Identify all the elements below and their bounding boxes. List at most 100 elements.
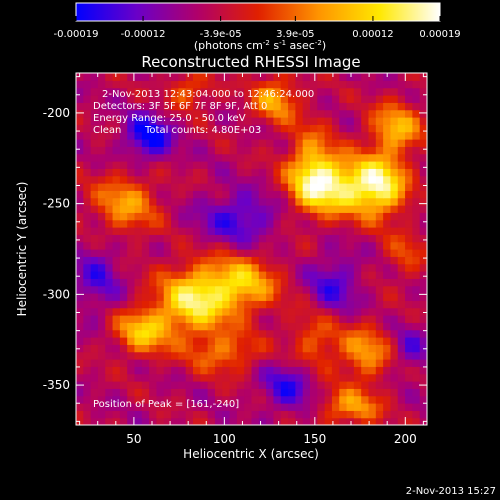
- heatmap-cell: [353, 410, 362, 419]
- heatmap-cell: [339, 256, 348, 265]
- heatmap-cell: [331, 410, 340, 419]
- heatmap-cell: [76, 109, 84, 118]
- heatmap-cell: [90, 293, 99, 301]
- heatmap-cell: [412, 168, 421, 177]
- heatmap-cell: [280, 417, 289, 425]
- heatmap-cell: [295, 205, 304, 213]
- heatmap-cell: [353, 73, 362, 81]
- heatmap-cell: [368, 410, 377, 419]
- heatmap-cell: [383, 403, 392, 411]
- heatmap-cell: [112, 241, 121, 250]
- heatmap-cell: [222, 293, 231, 301]
- heatmap-cell: [163, 263, 172, 272]
- heatmap-cell: [419, 278, 427, 287]
- heatmap-cell: [339, 366, 348, 375]
- heatmap-cell: [397, 271, 406, 279]
- heatmap-cell: [149, 249, 158, 257]
- heatmap-cell: [83, 337, 92, 345]
- heatmap-cell: [412, 161, 421, 169]
- heatmap-cell: [178, 300, 187, 309]
- heatmap-cell: [302, 183, 311, 191]
- heatmap-cell: [76, 337, 84, 345]
- heatmap-cell: [76, 285, 84, 294]
- heatmap-cell: [353, 146, 362, 155]
- heatmap-cell: [412, 263, 421, 272]
- heatmap-cell: [339, 285, 348, 294]
- heatmap-cell: [229, 241, 238, 250]
- heatmap-cell: [200, 410, 209, 419]
- heatmap-cell: [397, 87, 406, 96]
- heatmap-cell: [412, 139, 421, 147]
- heatmap-cell: [236, 271, 245, 279]
- heatmap-cell: [229, 300, 238, 309]
- heatmap-cell: [156, 300, 165, 309]
- heatmap-cell: [331, 117, 340, 125]
- heatmap-cell: [405, 388, 413, 397]
- heatmap-cell: [222, 146, 231, 155]
- heatmap-cell: [273, 315, 282, 323]
- heatmap-cell: [331, 263, 340, 272]
- heatmap-cell: [419, 117, 427, 125]
- heatmap-cell: [141, 300, 150, 309]
- heatmap-cell: [390, 410, 399, 419]
- heatmap-cell: [83, 205, 92, 213]
- heatmap-cell: [295, 315, 304, 323]
- heatmap-cell: [236, 315, 245, 323]
- heatmap-cell: [244, 87, 253, 96]
- heatmap-cell: [193, 249, 201, 257]
- heatmap-cell: [207, 190, 216, 199]
- heatmap-cell: [90, 95, 99, 103]
- heatmap-cell: [266, 109, 275, 118]
- heatmap-cell: [90, 212, 99, 221]
- heatmap-cell: [280, 190, 289, 199]
- heatmap-cell: [295, 278, 304, 287]
- heatmap-cell: [134, 124, 143, 133]
- heatmap-cell: [127, 139, 136, 147]
- heatmap-cell: [97, 87, 106, 96]
- heatmap-cell: [346, 249, 355, 257]
- heatmap-cell: [207, 249, 216, 257]
- annotation-peak-position: Position of Peak = [161,-240]: [93, 399, 239, 410]
- heatmap-cell: [97, 234, 106, 243]
- heatmap-cell: [149, 417, 158, 425]
- heatmap-cell: [375, 417, 384, 425]
- heatmap-cell: [397, 351, 406, 360]
- heatmap-cell: [97, 300, 106, 309]
- heatmap-cell: [193, 219, 201, 228]
- heatmap-cell: [171, 249, 179, 257]
- heatmap-cell: [419, 263, 427, 272]
- heatmap-cell: [141, 366, 150, 375]
- heatmap-cell: [222, 337, 231, 345]
- heatmap-cell: [368, 271, 377, 279]
- heatmap-cell: [214, 175, 223, 184]
- heatmap-cell: [288, 271, 296, 279]
- heatmap-cell: [317, 344, 326, 353]
- heatmap-cell: [105, 395, 114, 404]
- heatmap-cell: [149, 109, 158, 118]
- heatmap-cell: [258, 249, 267, 257]
- heatmap-cell: [127, 329, 136, 338]
- heatmap-cell: [244, 322, 253, 331]
- heatmap-cell: [156, 183, 165, 191]
- heatmap-cell: [134, 227, 143, 235]
- heatmap-cell: [236, 212, 245, 221]
- heatmap-cell: [288, 73, 296, 81]
- heatmap-cell: [141, 219, 150, 228]
- heatmap-cell: [90, 175, 99, 184]
- heatmap-cell: [310, 388, 318, 397]
- heatmap-cell: [375, 197, 384, 206]
- heatmap-cell: [105, 197, 114, 206]
- heatmap-cell: [251, 256, 260, 265]
- heatmap-cell: [258, 168, 267, 177]
- heatmap-cell: [112, 87, 121, 96]
- heatmap-cell: [295, 307, 304, 316]
- heatmap-cell: [214, 315, 223, 323]
- heatmap-cell: [207, 344, 216, 353]
- heatmap-cell: [193, 139, 201, 147]
- heatmap-cell: [76, 403, 84, 411]
- heatmap-cell: [112, 285, 121, 294]
- heatmap-cell: [324, 271, 333, 279]
- heatmap-cell: [76, 205, 84, 213]
- heatmap-cell: [229, 329, 238, 338]
- heatmap-cell: [105, 146, 114, 155]
